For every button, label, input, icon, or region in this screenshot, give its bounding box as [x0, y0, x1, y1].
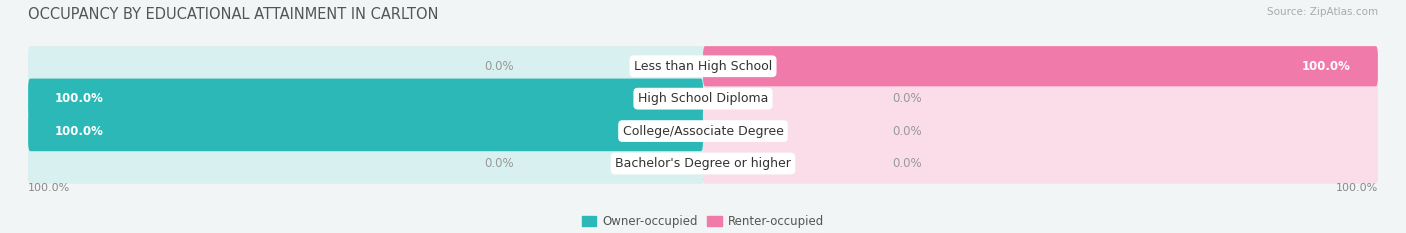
FancyBboxPatch shape: [28, 79, 1378, 119]
FancyBboxPatch shape: [28, 111, 703, 151]
Text: 0.0%: 0.0%: [485, 60, 515, 73]
Text: Bachelor's Degree or higher: Bachelor's Degree or higher: [614, 157, 792, 170]
Text: OCCUPANCY BY EDUCATIONAL ATTAINMENT IN CARLTON: OCCUPANCY BY EDUCATIONAL ATTAINMENT IN C…: [28, 7, 439, 22]
FancyBboxPatch shape: [703, 143, 1378, 184]
Legend: Owner-occupied, Renter-occupied: Owner-occupied, Renter-occupied: [578, 210, 828, 233]
FancyBboxPatch shape: [703, 111, 1378, 151]
FancyBboxPatch shape: [28, 79, 703, 119]
Text: Less than High School: Less than High School: [634, 60, 772, 73]
Text: 100.0%: 100.0%: [28, 183, 70, 193]
Text: 0.0%: 0.0%: [891, 125, 921, 138]
FancyBboxPatch shape: [703, 46, 1378, 86]
Text: High School Diploma: High School Diploma: [638, 92, 768, 105]
FancyBboxPatch shape: [28, 79, 703, 119]
FancyBboxPatch shape: [28, 143, 1378, 184]
FancyBboxPatch shape: [28, 111, 1378, 151]
Text: 100.0%: 100.0%: [1336, 183, 1378, 193]
Text: 0.0%: 0.0%: [891, 92, 921, 105]
Text: Source: ZipAtlas.com: Source: ZipAtlas.com: [1267, 7, 1378, 17]
Text: 100.0%: 100.0%: [1302, 60, 1351, 73]
FancyBboxPatch shape: [28, 111, 703, 151]
Text: 100.0%: 100.0%: [55, 92, 104, 105]
Text: 0.0%: 0.0%: [485, 157, 515, 170]
FancyBboxPatch shape: [28, 143, 703, 184]
FancyBboxPatch shape: [703, 46, 1378, 86]
FancyBboxPatch shape: [28, 46, 1378, 86]
FancyBboxPatch shape: [28, 46, 703, 86]
Text: 0.0%: 0.0%: [891, 157, 921, 170]
FancyBboxPatch shape: [703, 79, 1378, 119]
Text: 100.0%: 100.0%: [55, 125, 104, 138]
Text: College/Associate Degree: College/Associate Degree: [623, 125, 783, 138]
